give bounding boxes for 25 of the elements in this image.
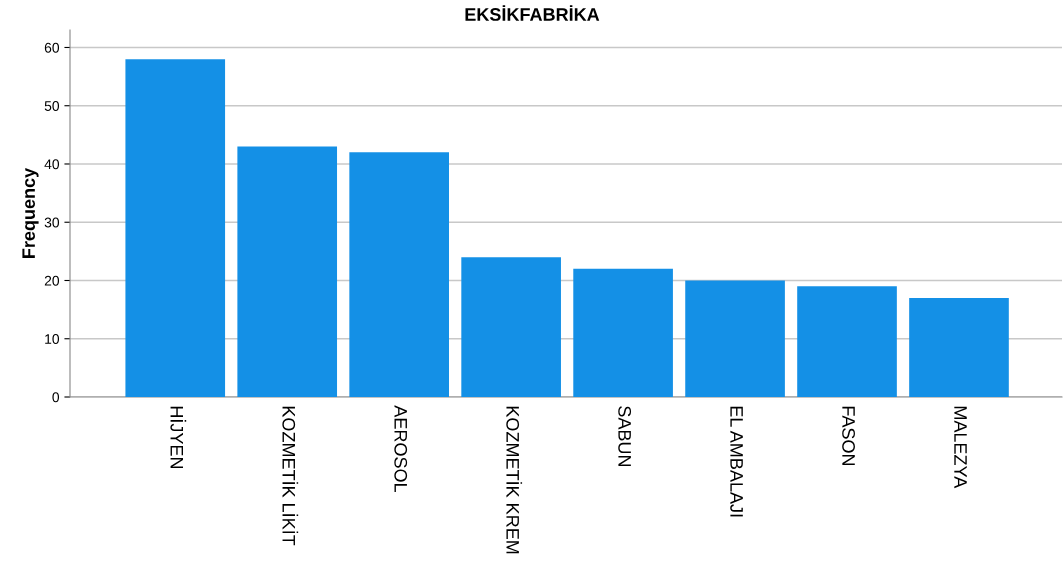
chart-title: EKSİKFABRİKA bbox=[465, 5, 600, 21]
x-tick-label: AEROSOL bbox=[394, 405, 408, 493]
x-tick-label: KOZMETİK LİKİT bbox=[282, 406, 299, 546]
bar bbox=[573, 268, 673, 397]
x-tick-label: EL AMBALAJI bbox=[730, 406, 743, 517]
y-tick-label: 30 bbox=[44, 217, 60, 228]
x-tick-label: FASON bbox=[842, 406, 855, 466]
y-tick-label: 0 bbox=[52, 392, 60, 403]
y-tick-label: 20 bbox=[44, 275, 60, 286]
bar bbox=[349, 152, 449, 397]
bar bbox=[237, 146, 338, 397]
x-tick-label: MALEZYA bbox=[954, 406, 967, 489]
y-axis-title: Frequency bbox=[22, 167, 39, 258]
bar bbox=[909, 297, 1009, 397]
x-tick-label: KOZMETİK KREM bbox=[506, 406, 523, 554]
bar bbox=[461, 257, 561, 397]
bar bbox=[125, 59, 226, 397]
x-tick-label: HİJYEN bbox=[170, 406, 187, 469]
bar bbox=[685, 280, 785, 397]
y-tick-label: 60 bbox=[44, 42, 60, 53]
bar bbox=[797, 286, 897, 397]
y-tick-label: 10 bbox=[45, 334, 60, 344]
x-tick-label: SABUN bbox=[618, 406, 632, 467]
y-tick-label: 50 bbox=[44, 101, 60, 111]
y-tick-label: 40 bbox=[44, 159, 60, 170]
